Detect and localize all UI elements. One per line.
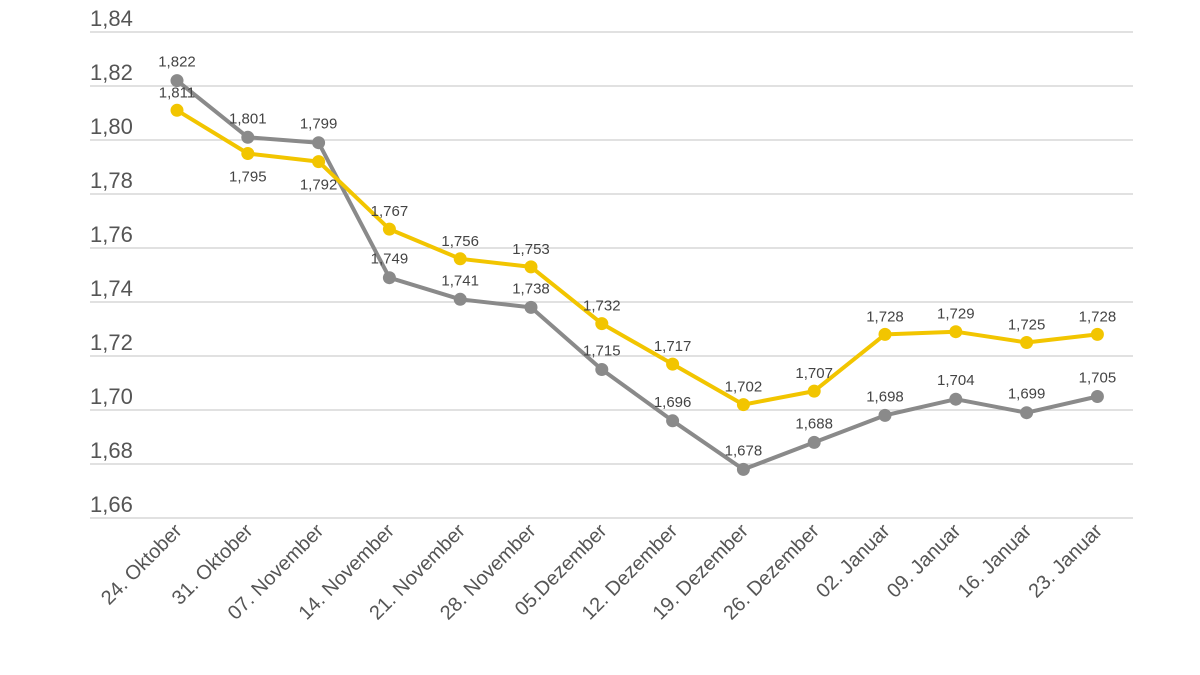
data-labels: 1,822 1,801 1,799 1,749 1,741 1,738 1,715 1,696… xyxy=(158,54,1116,460)
yellow-series-data-label: 1,756 xyxy=(441,233,479,250)
x-tick-label: 16. Januar xyxy=(954,520,1037,603)
yellow-series-data-label: 1,702 xyxy=(725,379,763,396)
gray-series-data-label: 1,699 xyxy=(1008,386,1046,403)
gray-series-data-label: 1,801 xyxy=(229,110,267,127)
y-tick-label: 1,84 xyxy=(90,6,133,31)
y-tick-label: 1,78 xyxy=(90,168,133,193)
gray-series-point xyxy=(241,130,255,144)
yellow-series-point xyxy=(382,222,396,236)
yellow-series-data-label: 1,707 xyxy=(795,365,833,382)
gray-series-point xyxy=(949,392,963,406)
y-tick-label: 1,70 xyxy=(90,384,133,409)
x-tick-label: 09. Januar xyxy=(883,520,966,603)
yellow-series-data-label: 1,811 xyxy=(159,84,195,101)
y-tick-label: 1,68 xyxy=(90,438,133,463)
yellow-series-point xyxy=(312,155,326,169)
gray-series-data-label: 1,704 xyxy=(937,372,975,389)
gray-series-data-label: 1,696 xyxy=(654,394,692,411)
yellow-series-point xyxy=(1020,336,1034,349)
gray-series-data-label: 1,698 xyxy=(866,388,904,405)
gray-series-point xyxy=(878,408,892,422)
yellow-series-data-label: 1,795 xyxy=(229,169,267,186)
gray-series-data-label: 1,741 xyxy=(441,272,479,289)
yellow-series-point xyxy=(170,103,184,117)
gray-series-point xyxy=(453,292,467,306)
yellow-series-data-label: 1,728 xyxy=(1079,308,1117,325)
gray-series-point xyxy=(170,74,184,88)
gray-series-data-label: 1,822 xyxy=(158,54,196,71)
x-tick-label: 02. Januar xyxy=(812,520,895,603)
yellow-series-point xyxy=(453,252,467,266)
gray-series-point xyxy=(382,271,396,285)
yellow-series-point xyxy=(241,147,255,160)
gray-series-point xyxy=(312,136,326,150)
yellow-series-data-label: 1,767 xyxy=(371,203,409,220)
gray-series-data-label: 1,688 xyxy=(795,415,833,432)
gray-series-point xyxy=(807,435,821,449)
yellow-series-data-label: 1,728 xyxy=(866,308,904,325)
y-tick-label: 1,74 xyxy=(90,276,133,301)
yellow-series-point xyxy=(1090,327,1104,341)
gray-series-data-label: 1,678 xyxy=(725,442,763,459)
y-tick-label: 1,80 xyxy=(90,114,133,139)
series xyxy=(170,74,1104,476)
yellow-series-data-label: 1,725 xyxy=(1008,317,1046,334)
y-tick-label: 1,76 xyxy=(90,222,133,247)
gray-series-point xyxy=(1090,390,1104,403)
yellow-series-point xyxy=(595,317,609,331)
gray-series-point xyxy=(524,300,538,314)
yellow-series-data-label: 1,717 xyxy=(654,338,692,355)
yellow-series-data-label: 1,729 xyxy=(937,306,975,323)
gray-series-point xyxy=(1020,406,1034,420)
yellow-series-point xyxy=(807,384,821,398)
yellow-series-point xyxy=(666,357,680,371)
gray-series-point xyxy=(736,462,750,476)
yellow-series-point xyxy=(524,260,538,274)
yellow-series-point xyxy=(736,398,750,412)
gray-series-data-label: 1,705 xyxy=(1079,370,1117,387)
gray-series-data-label: 1,715 xyxy=(583,343,621,360)
yellow-series-point xyxy=(878,327,892,341)
y-tick-label: 1,72 xyxy=(90,330,133,355)
gray-series-data-label: 1,749 xyxy=(371,251,409,268)
gray-series-line xyxy=(175,79,1098,472)
yellow-series-point xyxy=(949,325,963,339)
yellow-series-data-label: 1,753 xyxy=(512,241,550,258)
gray-series-point xyxy=(595,363,609,376)
y-tick-label: 1,66 xyxy=(90,492,133,517)
grid-lines xyxy=(90,31,1133,519)
x-tick-label: 23. Januar xyxy=(1025,520,1108,603)
yellow-series-data-label: 1,732 xyxy=(583,298,621,315)
yellow-series-line xyxy=(175,108,1098,407)
gray-series-data-label: 1,799 xyxy=(300,116,338,133)
gray-series-point xyxy=(666,414,680,428)
yellow-series-data-label: 1,792 xyxy=(300,177,338,194)
y-axis-ticks: 1,66 1,68 1,70 1,72 1,74 1,76 1,78 1,80 1,82 1,84 xyxy=(90,6,133,517)
gray-series-data-label: 1,738 xyxy=(512,280,550,297)
y-tick-label: 1,82 xyxy=(90,60,133,85)
